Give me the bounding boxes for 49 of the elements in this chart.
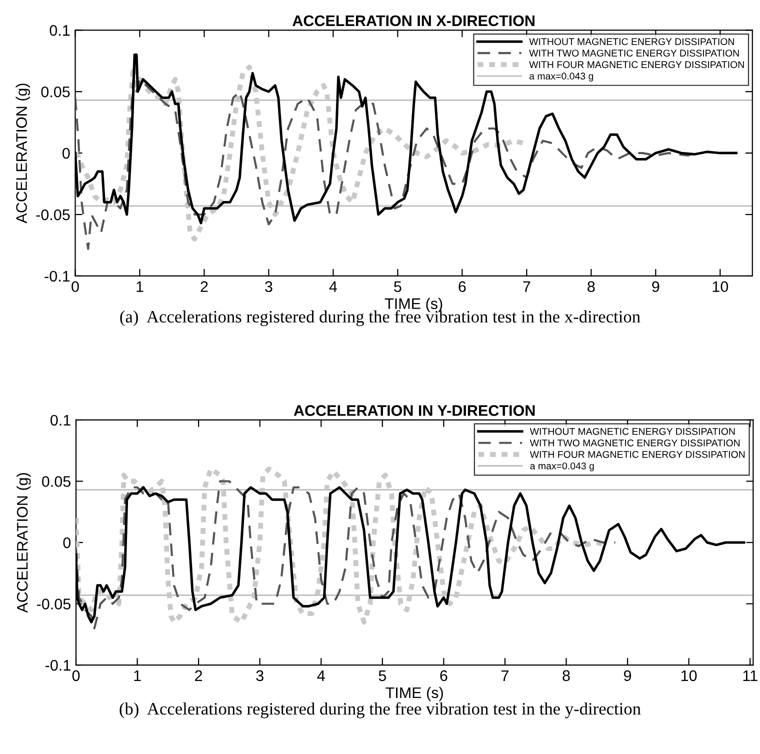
x-tick-label: 5 (378, 670, 386, 682)
x-tick-label: 3 (256, 670, 264, 682)
y-tick-label: 0.05 (41, 86, 70, 98)
x-tick-label: 4 (329, 281, 338, 292)
x-tick-label: 10 (681, 670, 697, 682)
chart-title: ACCELERATION IN X-DIRECTION (292, 15, 534, 26)
y-tick-label: 0 (63, 537, 71, 548)
x-tick-label: 0 (72, 281, 79, 292)
x-tick-label: 1 (136, 281, 144, 292)
y-tick-label: 0.1 (50, 414, 70, 426)
y-tick-label: -0.05 (36, 209, 70, 220)
x-tick-label: 2 (195, 670, 202, 681)
x-tick-label: 9 (652, 281, 660, 292)
x-tick-label: 6 (458, 281, 466, 292)
x-tick-label: 10 (712, 281, 728, 292)
x-tick-label: 7 (502, 670, 508, 681)
x-tick-label: 4 (317, 670, 325, 681)
x-tick-label: 7 (523, 281, 530, 292)
legend-label: WITH FOUR MAGNETIC ENERGY DISSIPATION (530, 451, 745, 458)
y-tick-label: -0.1 (44, 270, 70, 282)
x-tick-label: 6 (440, 670, 448, 682)
x-tick-label: 3 (265, 281, 272, 292)
x-tick-label: 8 (588, 281, 595, 292)
text: (a) Accelerations registered during the free vibration test in the x-direction (120, 310, 640, 326)
y-tick-label: 0.05 (42, 476, 70, 487)
x-tick-label: 8 (562, 670, 570, 682)
legend-label: a max=0.043 g (530, 462, 594, 472)
legend-label: WITHOUT MAGNETIC ENERGY DISSIPATION (529, 38, 734, 46)
y-tick-label: -0.1 (45, 660, 70, 671)
x-tick-label: 11 (743, 670, 758, 681)
x-tick-label: 9 (624, 670, 632, 682)
chart-title: ACCELERATION IN Y-DIRECTION (294, 405, 535, 416)
legend-label: WITHOUT MAGNETIC ENERGY DISSIPATION (530, 428, 735, 435)
x-tick-label: 2 (200, 281, 208, 292)
x-tick-label: 5 (394, 281, 402, 292)
x-axis-title: TIME (s) (386, 686, 443, 702)
legend-label: a max=0.043 g (530, 72, 594, 82)
y-tick-label: -0.05 (37, 598, 70, 610)
legend-label: WITH TWO MAGNETIC ENERGY DISSIPATION (529, 50, 739, 57)
y-axis-title: ACCELERATION (g) (16, 84, 30, 224)
y-axis-title: ACCELERATION (g) (16, 473, 31, 613)
legend-label: WITH FOUR MAGNETIC ENERGY DISSIPATION (529, 61, 744, 68)
y-tick-label: 0 (62, 148, 70, 159)
text: (b) Accelerations registered during the free vibration test in the y-direction (120, 702, 641, 718)
legend-label: WITH TWO MAGNETIC ENERGY DISSIPATION (530, 440, 740, 446)
x-tick-label: 0 (72, 670, 80, 682)
x-tick-label: 1 (134, 670, 141, 681)
y-tick-label: 0.1 (50, 25, 70, 36)
line-series (75, 64, 526, 242)
